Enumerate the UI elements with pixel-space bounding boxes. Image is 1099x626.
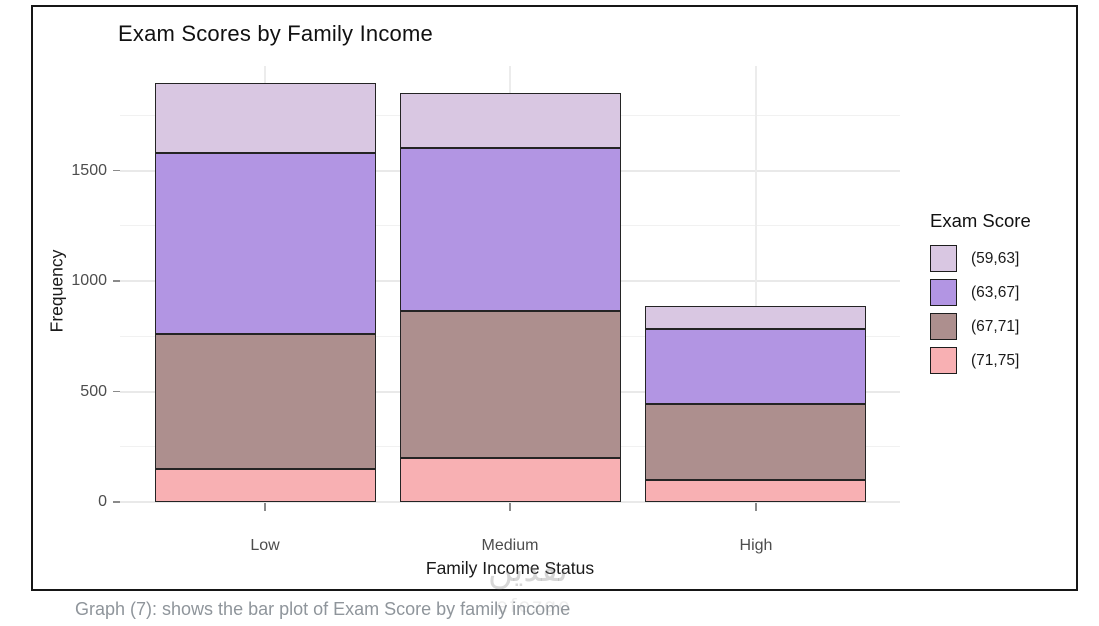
legend-label: (59,63] [971,249,1020,267]
bar-segment-low-(67,71] [155,334,376,469]
y-tick-mark [113,169,120,172]
chart-frame: Exam Scores by Family Income Frequency F… [31,5,1078,591]
legend-key-swatch [930,245,957,272]
bar-segment-high-(63,67] [645,328,866,404]
y-tick-mark [113,501,120,503]
y-tick-mark [113,390,120,393]
y-tick-mark [113,280,120,282]
x-tick-label-high: High [739,537,773,554]
y-tick-label: 500 [80,382,107,400]
caption: Graph (7): shows the bar plot of Exam Sc… [75,599,571,619]
bar-segment-medium-(63,67] [400,148,621,311]
y-tick-label: 1000 [71,272,107,289]
legend: Exam Score (59,63] (63,67] (67,71] (71,75] [930,210,1031,381]
legend-key-swatch [930,313,957,340]
y-tick-label: 1500 [71,161,107,179]
legend-key-swatch [930,347,957,374]
legend-item: (71,75] [930,347,1031,374]
bar-segment-low-(71,75] [155,468,376,502]
chart-title: Exam Scores by Family Income [118,21,433,46]
x-tick-mark [509,503,511,511]
y-axis-title: Frequency [46,249,67,333]
bar-segment-medium-(67,71] [400,310,621,458]
legend-label: (71,75] [971,351,1020,369]
bar-segment-medium-(59,63] [400,93,621,149]
bar-segment-high-(71,75] [645,479,866,502]
major-gridline [120,501,900,503]
x-tick-mark [264,503,266,511]
legend-label: (67,71] [971,317,1020,335]
legend-item: (63,67] [930,279,1031,306]
bar-segment-low-(59,63] [155,83,376,153]
bar-segment-high-(67,71] [645,403,866,480]
bar-segment-medium-(71,75] [400,457,621,502]
x-tick-mark [755,503,757,511]
legend-key-swatch [930,279,957,306]
legend-label: (63,67] [971,283,1020,301]
legend-items: (59,63] (63,67] (67,71] (71,75] [930,245,1031,374]
y-tick-label: 0 [98,493,107,510]
x-axis-title: Family Income Status [425,558,595,578]
vertical-gridline [755,66,757,502]
bar-segment-low-(63,67] [155,152,376,335]
bar-segment-high-(59,63] [645,306,866,329]
legend-title: Exam Score [930,210,1031,231]
x-tick-label-medium: Medium [481,537,539,554]
legend-item: (67,71] [930,313,1031,340]
x-tick-label-low: Low [250,537,280,554]
legend-item: (59,63] [930,245,1031,272]
